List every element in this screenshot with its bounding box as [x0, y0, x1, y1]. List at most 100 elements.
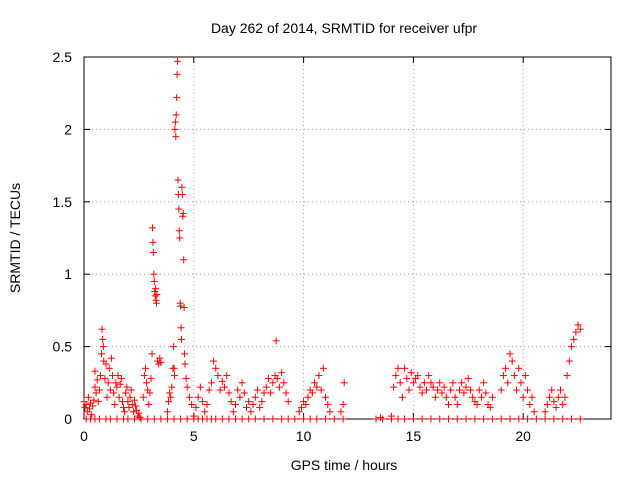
data-point: [178, 183, 186, 191]
data-point: [95, 386, 103, 394]
data-point: [81, 403, 89, 411]
data-point: [238, 379, 246, 387]
data-point: [401, 364, 409, 372]
data-point: [171, 125, 179, 133]
data-point: [313, 383, 321, 391]
x-tick-label: 15: [406, 428, 422, 444]
data-point: [218, 377, 226, 385]
data-point: [212, 415, 220, 423]
data-point: [107, 354, 115, 362]
data-point: [409, 415, 417, 423]
data-point: [302, 401, 310, 409]
data-points: [80, 57, 584, 423]
data-point: [150, 270, 158, 278]
data-point: [458, 379, 466, 387]
data-point: [106, 415, 114, 423]
data-point: [453, 401, 461, 409]
data-point: [148, 350, 156, 358]
data-point: [324, 401, 332, 409]
data-point: [93, 376, 101, 384]
data-point: [445, 415, 453, 423]
data-point: [110, 389, 118, 397]
data-point: [92, 389, 100, 397]
data-point: [101, 374, 109, 382]
data-point: [236, 393, 244, 401]
x-tick-label: 20: [515, 428, 531, 444]
data-point: [145, 401, 153, 409]
data-point: [216, 386, 224, 394]
data-point: [94, 398, 102, 406]
data-point: [451, 393, 459, 401]
data-point: [420, 379, 428, 387]
data-point: [178, 191, 186, 199]
data-point: [129, 408, 137, 416]
data-point: [182, 374, 190, 382]
data-point: [82, 401, 90, 409]
data-point: [269, 379, 277, 387]
data-point: [180, 256, 188, 264]
data-point: [559, 401, 567, 409]
y-tick-label: 1.5: [53, 194, 73, 210]
data-point: [124, 415, 132, 423]
data-point: [140, 372, 148, 380]
data-point: [326, 408, 334, 416]
data-point: [141, 364, 149, 372]
data-point: [275, 383, 283, 391]
data-point: [181, 350, 189, 358]
data-point: [460, 389, 468, 397]
data-point: [405, 386, 413, 394]
data-point: [181, 360, 189, 368]
data-point: [163, 415, 171, 423]
data-point: [269, 415, 277, 423]
data-point: [137, 415, 145, 423]
data-point: [436, 415, 444, 423]
y-tick-label: 0: [64, 411, 72, 427]
data-point: [453, 415, 461, 423]
data-point: [125, 403, 133, 411]
data-point: [128, 401, 136, 409]
data-point: [322, 393, 330, 401]
data-point: [445, 401, 453, 409]
data-point: [559, 415, 567, 423]
data-point: [282, 389, 290, 397]
x-tick-label: 0: [80, 428, 88, 444]
data-point: [308, 389, 316, 397]
data-point: [105, 364, 113, 372]
data-point: [151, 292, 159, 300]
data-point: [153, 290, 161, 298]
data-point: [462, 415, 470, 423]
data-point: [85, 405, 93, 413]
data-point: [502, 364, 510, 372]
data-point: [506, 350, 514, 358]
data-point: [499, 372, 507, 380]
data-point: [238, 415, 246, 423]
data-point: [223, 372, 231, 380]
data-point: [337, 408, 345, 416]
data-point: [372, 415, 380, 423]
data-point: [183, 415, 191, 423]
data-point: [173, 70, 181, 78]
data-point: [508, 357, 516, 365]
data-point: [482, 389, 490, 397]
data-point: [339, 401, 347, 409]
axis-ticks: [83, 56, 611, 420]
y-tick-label: 2.5: [53, 49, 73, 65]
data-point: [102, 360, 110, 368]
data-point: [322, 415, 330, 423]
data-point: [147, 374, 155, 382]
data-point: [554, 393, 562, 401]
data-point: [163, 408, 171, 416]
data-point: [177, 335, 185, 343]
data-point: [513, 386, 521, 394]
data-point: [515, 364, 523, 372]
data-point: [530, 408, 538, 416]
data-point: [416, 383, 424, 391]
data-point: [251, 393, 259, 401]
data-point: [330, 415, 338, 423]
data-point: [168, 383, 176, 391]
data-point: [440, 383, 448, 391]
data-point: [165, 398, 173, 406]
data-point: [103, 393, 111, 401]
data-point: [548, 386, 556, 394]
